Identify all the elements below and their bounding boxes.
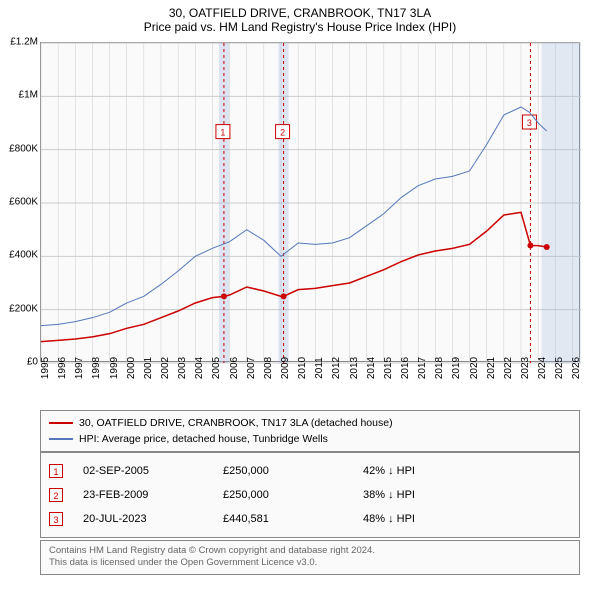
x-tick-label: 2007 <box>246 357 257 379</box>
x-tick-label: 2008 <box>263 357 274 379</box>
x-tick-label: 2023 <box>520 357 531 379</box>
legend-item: HPI: Average price, detached house, Tunb… <box>49 431 571 447</box>
x-tick-label: 1999 <box>109 357 120 379</box>
x-tick-label: 2019 <box>451 357 462 379</box>
x-tick-label: 1997 <box>74 357 85 379</box>
sale-date: 23-FEB-2009 <box>83 489 223 501</box>
x-tick-label: 1995 <box>40 357 51 379</box>
footer-line1: Contains HM Land Registry data © Crown c… <box>49 545 571 557</box>
x-tick-label: 2006 <box>229 357 240 379</box>
x-tick-label: 1996 <box>57 357 68 379</box>
legend-label: 30, OATFIELD DRIVE, CRANBROOK, TN17 3LA … <box>79 417 393 429</box>
sale-price: £250,000 <box>223 489 363 501</box>
plot-area: 1 2 3 <box>40 42 580 362</box>
y-tick-label: £200K <box>4 303 38 314</box>
x-tick-label: 2016 <box>400 357 411 379</box>
plot-svg: 1 2 3 <box>41 43 579 361</box>
x-tick-label: 2026 <box>571 357 582 379</box>
x-tick-label: 2011 <box>314 357 325 379</box>
legend-swatch <box>49 438 73 440</box>
x-tick-label: 2024 <box>537 357 548 379</box>
sale-row: 1 02-SEP-2005£250,00042% ↓ HPI <box>49 459 571 483</box>
sale-date: 20-JUL-2023 <box>83 513 223 525</box>
chart-container: 30, OATFIELD DRIVE, CRANBROOK, TN17 3LA … <box>0 0 600 590</box>
x-tick-label: 2001 <box>143 357 154 379</box>
x-tick-label: 2025 <box>554 357 565 379</box>
x-tick-label: 2004 <box>194 357 205 379</box>
x-tick-label: 2009 <box>280 357 291 379</box>
y-tick-label: £600K <box>4 197 38 208</box>
sale-row: 2 23-FEB-2009£250,00038% ↓ HPI <box>49 483 571 507</box>
x-tick-label: 2002 <box>160 357 171 379</box>
legend-item: 30, OATFIELD DRIVE, CRANBROOK, TN17 3LA … <box>49 415 571 431</box>
x-tick-label: 2020 <box>469 357 480 379</box>
chart-subtitle: Price paid vs. HM Land Registry's House … <box>0 20 600 38</box>
y-tick-label: £400K <box>4 250 38 261</box>
x-tick-label: 2015 <box>383 357 394 379</box>
sale-pct: 42% ↓ HPI <box>363 465 415 477</box>
svg-text:1: 1 <box>220 128 225 138</box>
sale-marker: 1 <box>49 464 63 478</box>
x-tick-label: 2010 <box>297 357 308 379</box>
footer: Contains HM Land Registry data © Crown c… <box>40 540 580 575</box>
x-tick-label: 2022 <box>503 357 514 379</box>
sale-row: 3 20-JUL-2023£440,58148% ↓ HPI <box>49 507 571 531</box>
legend-label: HPI: Average price, detached house, Tunb… <box>79 433 328 445</box>
svg-text:2: 2 <box>280 128 285 138</box>
x-tick-label: 2018 <box>434 357 445 379</box>
sale-date: 02-SEP-2005 <box>83 465 223 477</box>
x-tick-label: 2012 <box>331 357 342 379</box>
x-tick-label: 2014 <box>366 357 377 379</box>
x-tick-label: 2003 <box>177 357 188 379</box>
x-tick-label: 2021 <box>486 357 497 379</box>
x-tick-label: 2013 <box>349 357 360 379</box>
x-tick-label: 2017 <box>417 357 428 379</box>
sale-marker: 3 <box>49 512 63 526</box>
sale-price: £440,581 <box>223 513 363 525</box>
sale-pct: 38% ↓ HPI <box>363 489 415 501</box>
y-tick-label: £0 <box>4 357 38 368</box>
sales-table: 1 02-SEP-2005£250,00042% ↓ HPI 2 23-FEB-200… <box>40 452 580 538</box>
y-tick-label: £1M <box>4 90 38 101</box>
sale-price: £250,000 <box>223 465 363 477</box>
x-tick-label: 1998 <box>91 357 102 379</box>
y-tick-label: £1.2M <box>4 37 38 48</box>
y-tick-label: £800K <box>4 143 38 154</box>
legend-swatch <box>49 422 73 424</box>
x-tick-label: 2005 <box>211 357 222 379</box>
x-tick-label: 2000 <box>126 357 137 379</box>
sale-pct: 48% ↓ HPI <box>363 513 415 525</box>
sale-marker: 2 <box>49 488 63 502</box>
legend: 30, OATFIELD DRIVE, CRANBROOK, TN17 3LA … <box>40 410 580 452</box>
footer-line2: This data is licensed under the Open Gov… <box>49 557 571 569</box>
chart-title: 30, OATFIELD DRIVE, CRANBROOK, TN17 3LA <box>0 0 600 20</box>
svg-text:3: 3 <box>527 118 532 128</box>
